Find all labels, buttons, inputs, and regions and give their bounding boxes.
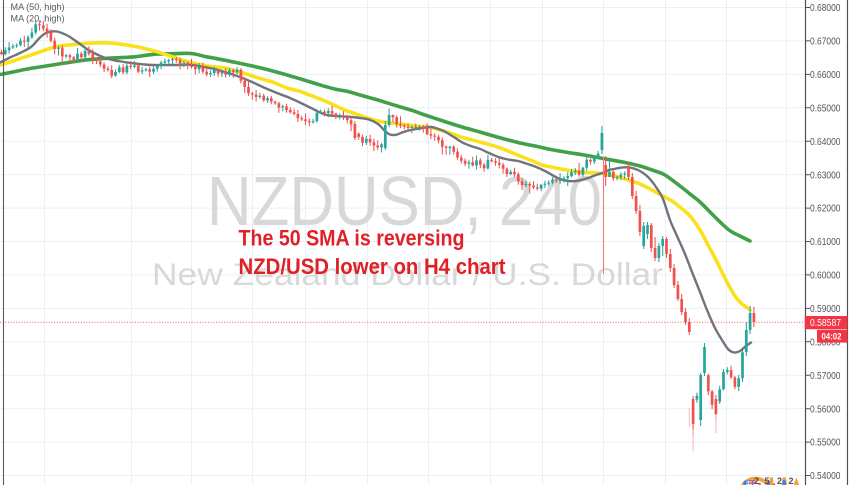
svg-text:2: 2: [789, 476, 794, 485]
svg-text:0.54000: 0.54000: [810, 471, 841, 482]
svg-text:0.61000: 0.61000: [810, 237, 841, 248]
svg-text:MA (50, high): MA (50, high): [11, 2, 65, 13]
svg-text:NZDUSD, 240: NZDUSD, 240: [207, 162, 602, 240]
svg-text:The 50 SMA is reversing: The 50 SMA is reversing: [239, 225, 465, 250]
svg-text:0.65000: 0.65000: [810, 103, 841, 114]
svg-text:MA (20, high): MA (20, high): [11, 14, 65, 25]
svg-text:0.55000: 0.55000: [810, 438, 841, 449]
svg-text:0.64000: 0.64000: [810, 137, 841, 148]
svg-text:0.57000: 0.57000: [810, 371, 841, 382]
svg-text:0.58000: 0.58000: [810, 337, 841, 348]
svg-text:5: 5: [765, 476, 770, 485]
svg-text:0.59000: 0.59000: [810, 304, 841, 315]
svg-text:NZD/USD lower on H4 chart: NZD/USD lower on H4 chart: [239, 254, 507, 279]
svg-text:0.60000: 0.60000: [810, 271, 841, 282]
svg-text:0.67000: 0.67000: [810, 37, 841, 48]
svg-text:0.62000: 0.62000: [810, 204, 841, 215]
svg-text:0.68000: 0.68000: [810, 3, 841, 14]
svg-text:0.66000: 0.66000: [810, 70, 841, 81]
svg-text:04:02: 04:02: [822, 331, 842, 342]
svg-text:0.63000: 0.63000: [810, 170, 841, 181]
svg-text:0.58587: 0.58587: [810, 318, 841, 329]
svg-text:0.56000: 0.56000: [810, 404, 841, 415]
svg-text:2: 2: [777, 476, 782, 485]
svg-text:2: 2: [754, 476, 759, 485]
svg-text:New Zealand Dollar / U.S. Doll: New Zealand Dollar / U.S. Dollar: [152, 256, 663, 292]
